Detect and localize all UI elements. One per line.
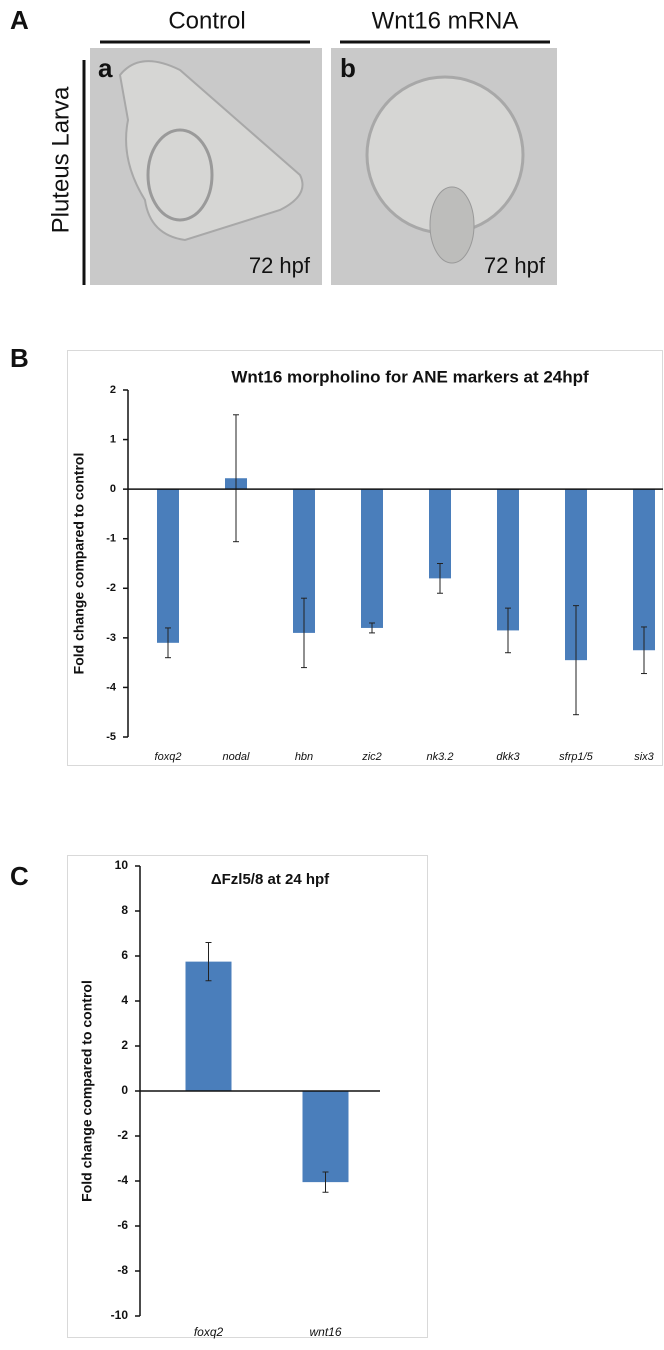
y-axis-label: Fold change compared to control: [79, 980, 95, 1202]
bar: [157, 489, 179, 643]
y-tick-label: -4: [106, 681, 117, 693]
y-tick-label: 0: [110, 483, 116, 495]
column-header: Wnt16 mRNA: [372, 7, 519, 34]
y-tick-label: 2: [121, 1038, 128, 1052]
bar: [361, 489, 383, 628]
y-tick-label: -5: [106, 731, 116, 743]
chart-title: Wnt16 morpholino for ANE markers at 24hp…: [231, 367, 589, 386]
x-tick-label: hbn: [295, 751, 313, 763]
y-tick-label: -1: [106, 533, 116, 545]
y-tick-label: 10: [115, 858, 129, 872]
y-tick-label: 4: [121, 993, 128, 1007]
panel-label: C: [10, 861, 29, 891]
image-time: 72 hpf: [249, 253, 311, 278]
bar: [633, 489, 655, 651]
bar: [302, 1091, 349, 1183]
bar: [429, 489, 451, 579]
chart-frame: [67, 350, 663, 766]
x-tick-label: foxq2: [194, 1325, 224, 1339]
x-tick-label: sfrp1/5: [559, 751, 594, 763]
y-tick-label: -6: [117, 1218, 128, 1232]
chart-title: ΔFzl5/8 at 24 hpf: [211, 871, 330, 888]
column-header: Control: [168, 7, 245, 34]
y-tick-label: 8: [121, 903, 128, 917]
x-tick-label: nk3.2: [427, 751, 454, 763]
bar: [497, 489, 519, 631]
y-tick-label: 6: [121, 948, 128, 962]
panel-label: B: [10, 343, 29, 373]
image-label: b: [340, 53, 356, 83]
y-tick-label: -4: [117, 1173, 128, 1187]
x-tick-label: foxq2: [155, 751, 182, 763]
y-tick-label: 2: [110, 384, 116, 396]
panel-label: A: [10, 5, 29, 35]
x-tick-label: nodal: [223, 751, 250, 763]
x-tick-label: wnt16: [309, 1325, 341, 1339]
y-tick-label: -8: [117, 1263, 128, 1277]
y-tick-label: 0: [121, 1083, 128, 1097]
bar: [293, 489, 315, 633]
gut: [429, 186, 475, 264]
row-label: Pluteus Larva: [47, 86, 74, 233]
y-tick-label: -2: [117, 1128, 128, 1142]
bar: [565, 489, 587, 661]
image-label: a: [98, 53, 113, 83]
larva: [118, 60, 304, 242]
bar: [185, 961, 232, 1091]
x-tick-label: six3: [634, 751, 654, 763]
gut: [146, 128, 214, 222]
y-tick-label: 1: [110, 433, 116, 445]
image-time: 72 hpf: [484, 253, 546, 278]
x-tick-label: dkk3: [496, 751, 520, 763]
y-tick-label: -2: [106, 582, 116, 594]
y-tick-label: -3: [106, 632, 116, 644]
x-tick-label: zic2: [361, 751, 382, 763]
y-tick-label: -10: [111, 1308, 129, 1322]
chart-frame: [67, 855, 428, 1338]
y-axis-label: Fold change compared to control: [71, 453, 87, 675]
